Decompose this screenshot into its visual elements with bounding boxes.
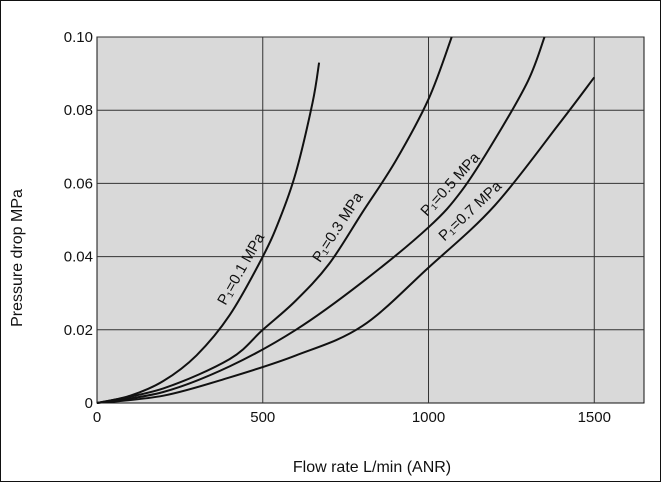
series-line bbox=[96, 62, 321, 404]
plot-background bbox=[96, 36, 645, 404]
series-line bbox=[96, 36, 546, 404]
y-tick-label: 0.10 bbox=[64, 29, 93, 46]
y-tick-label: 0 bbox=[85, 395, 93, 412]
x-tick-label: 0 bbox=[93, 409, 101, 426]
x-tick-label: 500 bbox=[250, 409, 275, 426]
y-tick-label: 0.08 bbox=[64, 102, 93, 119]
tick-labels: 0 0.02 0.04 0.06 0.08 0.10 0 500 1000 1500 bbox=[64, 29, 611, 426]
y-tick-label: 0.06 bbox=[64, 175, 93, 192]
series-line bbox=[96, 36, 453, 404]
y-tick-label: 0.04 bbox=[64, 249, 93, 266]
series-line bbox=[96, 76, 596, 404]
x-tick-label: 1500 bbox=[578, 409, 611, 426]
x-axis-title: Flow rate L/min (ANR) bbox=[293, 459, 451, 476]
y-tick-label: 0.02 bbox=[64, 322, 93, 339]
plot-area bbox=[96, 36, 645, 404]
series-lines bbox=[96, 36, 596, 404]
y-axis-title: Pressure drop MPa bbox=[9, 189, 26, 327]
x-tick-label: 1000 bbox=[412, 409, 445, 426]
